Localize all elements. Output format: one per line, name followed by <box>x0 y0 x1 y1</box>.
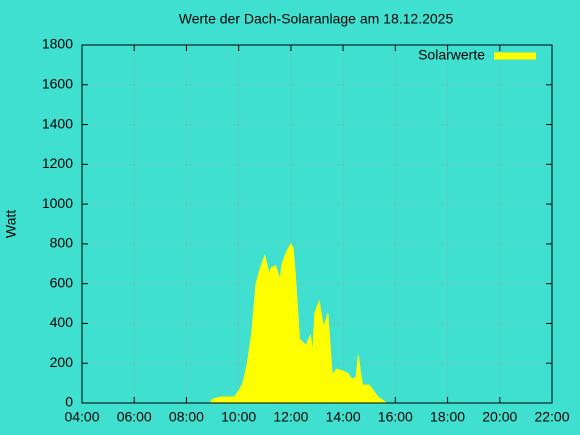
x-tick-label: 06:00 <box>117 409 152 425</box>
x-tick-label: 10:00 <box>221 409 256 425</box>
y-tick-label: 400 <box>50 314 74 330</box>
y-tick-label: 200 <box>50 354 74 370</box>
x-tick-label: 20:00 <box>482 409 517 425</box>
y-tick-label: 1200 <box>42 155 73 171</box>
y-axis-label: Watt <box>3 210 19 238</box>
y-tick-label: 0 <box>65 394 73 410</box>
x-tick-label: 08:00 <box>169 409 204 425</box>
area <box>209 242 389 404</box>
y-tick-label: 1800 <box>42 36 73 52</box>
y-tick-label: 1400 <box>42 115 73 131</box>
x-tick-label: 18:00 <box>430 409 465 425</box>
x-tick-label: 22:00 <box>534 409 569 425</box>
y-tick-label: 600 <box>50 274 74 290</box>
y-tick-label: 1600 <box>42 75 73 91</box>
plot-border <box>81 44 553 404</box>
chart-title: Werte der Dach-Solaranlage am 18.12.2025 <box>179 11 454 27</box>
x-tick-label: 16:00 <box>378 409 413 425</box>
x-tick-label: 12:00 <box>273 409 308 425</box>
y-tick-label: 800 <box>50 235 74 251</box>
x-tick-label: 04:00 <box>64 409 99 425</box>
y-tick-label: 1000 <box>42 195 73 211</box>
x-tick-label: 14:00 <box>326 409 361 425</box>
legend-label: Solarwerte <box>418 47 485 63</box>
